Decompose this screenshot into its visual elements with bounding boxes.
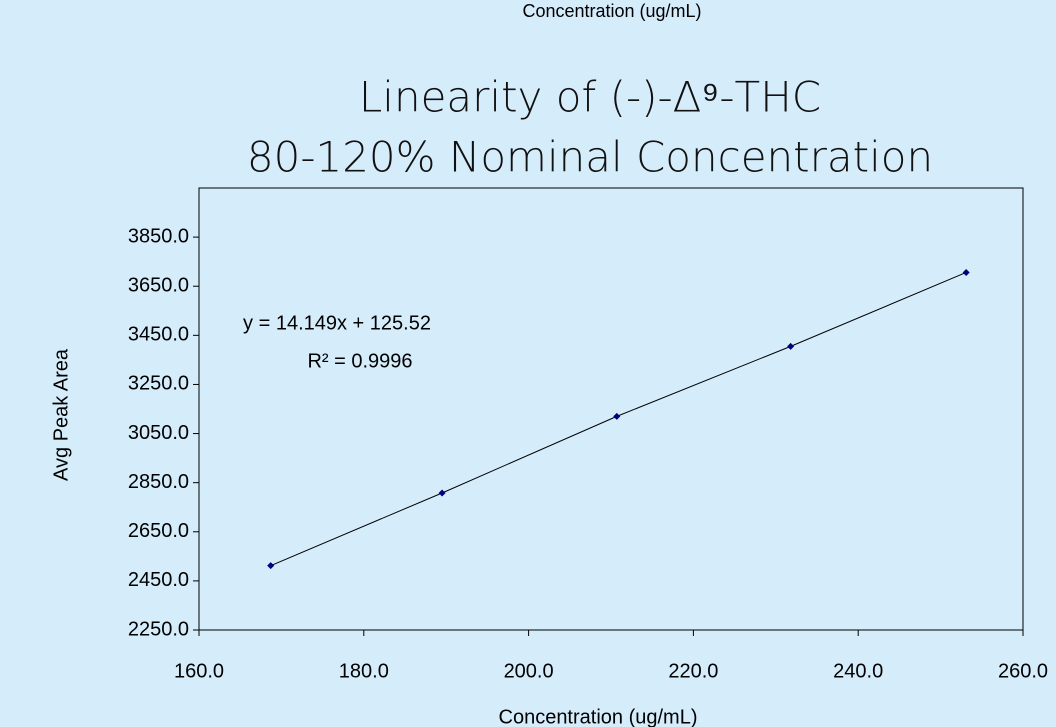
y-tick-label: 2850.0 xyxy=(128,471,189,493)
y-tick-label: 2450.0 xyxy=(128,569,189,591)
x-tick-label: 200.0 xyxy=(504,660,554,682)
y-tick-label: 2250.0 xyxy=(128,618,189,640)
y-tick-label: 3250.0 xyxy=(128,373,189,395)
x-axis-label: Concentration (ug/mL) xyxy=(499,706,698,727)
x-tick-label: 240.0 xyxy=(833,660,883,682)
chart-subtitle: 80-120% Nominal Concentration xyxy=(247,133,933,182)
x-tick-label: 160.0 xyxy=(174,660,224,682)
annotation: R² = 0.9996 xyxy=(307,350,412,372)
y-tick-label: 3050.0 xyxy=(128,422,189,444)
data-point xyxy=(787,342,795,350)
data-point xyxy=(962,268,970,276)
x-tick-label: 220.0 xyxy=(668,660,718,682)
chart-title: Linearity of (-)-Δ⁹-THC xyxy=(359,73,821,122)
annotation: y = 14.149x + 125.52 xyxy=(243,312,431,334)
x-tick-label: 180.0 xyxy=(339,660,389,682)
y-axis-label: Avg Peak Area xyxy=(50,348,72,481)
x-tick-label: 260.0 xyxy=(998,660,1048,682)
data-point xyxy=(267,562,275,570)
y-tick-label: 3450.0 xyxy=(128,324,189,346)
data-point xyxy=(438,489,446,497)
y-tick-label: 3650.0 xyxy=(128,275,189,297)
plot-area xyxy=(198,187,1024,631)
y-tick-label: 3850.0 xyxy=(128,225,189,247)
header-text: Concentration (ug/mL) xyxy=(522,1,701,21)
data-point xyxy=(613,412,621,420)
y-tick-label: 2650.0 xyxy=(128,520,189,542)
